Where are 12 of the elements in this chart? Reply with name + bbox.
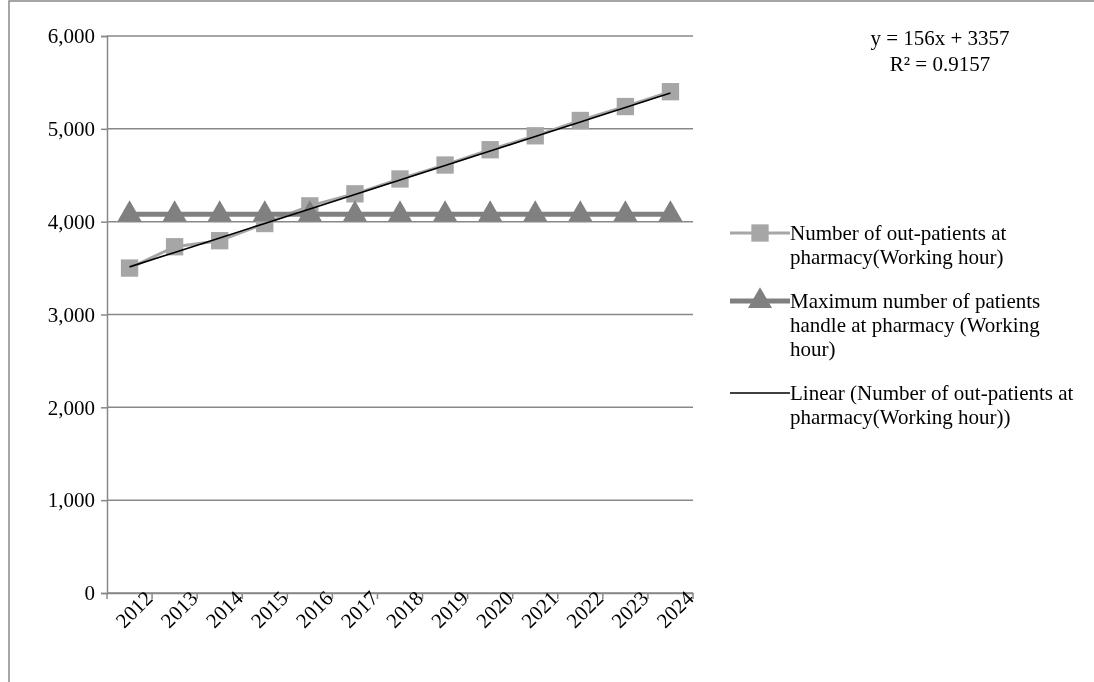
text: y = 156x + 3357 [870,26,1010,50]
y-tick-label: 6,000 [47,24,95,49]
y-tick-label: 5,000 [47,117,95,142]
text: R² = 0.9157 [889,52,991,76]
y-tick-label: 3,000 [47,302,95,327]
y-tick-label: 2,000 [47,395,95,420]
y-tick-label: 4,000 [47,209,95,234]
y-tick-label: 0 [84,581,95,606]
legend-label: Linear (Number of out-patients at pharmacy(Working hour)) [790,381,1074,430]
legend-label: Maximum number of patients handle at pharmacy (Working hour) [790,289,1041,362]
y-tick-label: 1,000 [47,488,95,513]
legend-label: Number of out-patients at pharmacy(Working hour) [790,221,1007,270]
